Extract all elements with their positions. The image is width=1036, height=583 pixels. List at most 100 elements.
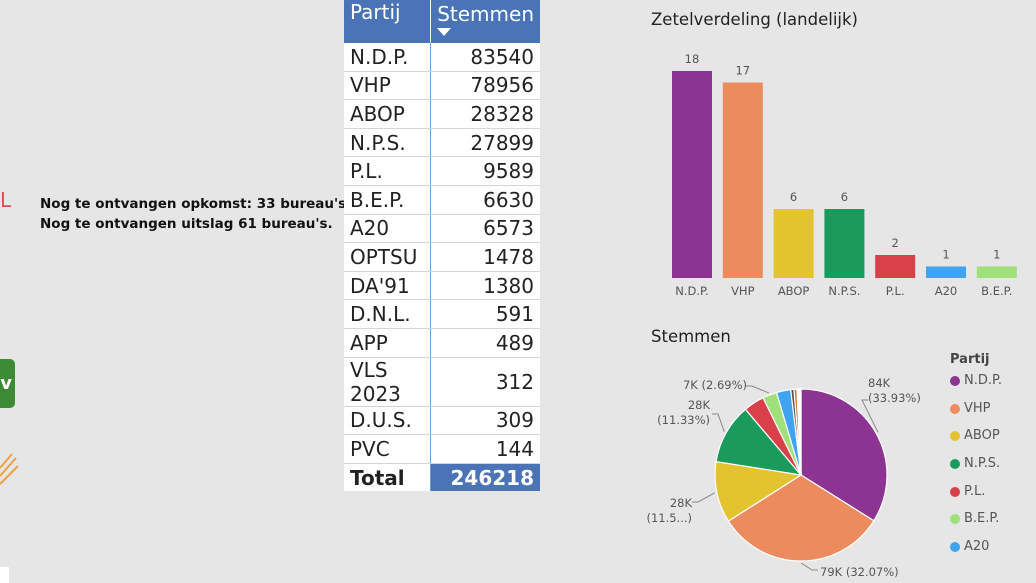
- votes-cell: 489: [430, 328, 540, 358]
- legend-label: B.E.P.: [964, 511, 1000, 527]
- legend-label: N.D.P.: [964, 373, 1002, 388]
- legend-item[interactable]: N.P.S.: [950, 456, 1002, 484]
- bar-category-label: A20: [935, 284, 958, 298]
- sort-descending-icon: [437, 28, 452, 36]
- bar[interactable]: [875, 255, 916, 278]
- votes-table: Partij Stemmen N.D.P. 83540 VHP 78956 ABOP 28…: [344, 0, 540, 492]
- table-row[interactable]: A20 6573: [344, 214, 540, 244]
- votes-cell: 6630: [430, 185, 540, 215]
- legend-item[interactable]: VHP: [950, 401, 1002, 429]
- slice-label-leader: [800, 562, 818, 571]
- green-button[interactable]: v: [0, 359, 15, 408]
- table-row[interactable]: DA'91 1380: [344, 271, 540, 301]
- pie-slice[interactable]: [714, 460, 803, 522]
- votes-cell: 28328: [430, 99, 540, 129]
- corner-block: [0, 567, 9, 583]
- party-cell: B.E.P.: [344, 185, 431, 215]
- votes-column-header[interactable]: Stemmen: [430, 0, 540, 43]
- legend-item[interactable]: N.D.P.: [950, 373, 1002, 401]
- legend-dot-icon: [950, 514, 960, 525]
- bar[interactable]: [773, 209, 814, 278]
- bar-value-label: 18: [685, 52, 700, 66]
- table-row[interactable]: P.L. 9589: [344, 156, 540, 186]
- table-row[interactable]: D.N.L. 591: [344, 299, 540, 329]
- votes-cell: 83540: [430, 43, 540, 72]
- votes-cell: 309: [430, 406, 540, 436]
- legend-dot-icon: [950, 376, 960, 386]
- bar[interactable]: [722, 82, 763, 279]
- slice-label: 28K: [688, 398, 711, 412]
- total-row: Total 246218: [344, 463, 540, 492]
- slice-label-leader: [861, 399, 879, 433]
- pie-legend: Partij N.D.P. VHP ABOP N.P.S. P.L. B.E.P. A20: [950, 352, 1002, 567]
- party-cell: DA'91: [344, 271, 431, 301]
- party-cell: P.L.: [344, 156, 431, 186]
- legend-title: Partij: [950, 352, 990, 367]
- legend-dot-icon: [950, 431, 960, 442]
- votes-cell: 27899: [430, 128, 540, 158]
- total-label: Total: [344, 463, 431, 492]
- table-row[interactable]: VLS 2023 312: [344, 357, 540, 407]
- bar-value-label: 6: [841, 190, 848, 204]
- table-row[interactable]: OPTSU 1478: [344, 242, 540, 272]
- party-cell: N.D.P.: [344, 43, 431, 72]
- bar-chart-title: Zetelverdeling (landelijk): [651, 10, 858, 29]
- legend-dot-icon: [950, 486, 960, 497]
- bar-value-label: 6: [790, 190, 797, 204]
- party-column-header[interactable]: Partij: [344, 0, 431, 43]
- table-row[interactable]: N.D.P. 83540: [344, 43, 540, 72]
- legend-item[interactable]: ABOP: [950, 428, 1002, 456]
- votes-cell: 1478: [430, 242, 540, 272]
- votes-pie-chart: 84K(33.93%)79K (32.07%)28K(11.5...)28K(1…: [646, 376, 921, 579]
- slice-label-leader: [712, 413, 725, 432]
- legend-label: P.L.: [964, 483, 986, 499]
- table-row[interactable]: B.E.P. 6630: [344, 185, 540, 215]
- bar-value-label: 17: [735, 64, 750, 78]
- table-row[interactable]: N.P.S. 27899: [344, 128, 540, 158]
- legend-label: N.P.S.: [964, 456, 1001, 472]
- slice-label-percent: (33.93%): [868, 391, 921, 405]
- bar[interactable]: [672, 71, 712, 278]
- table-row[interactable]: VHP 78956: [344, 71, 540, 101]
- partial-letter: L: [0, 188, 12, 212]
- slice-label: 79K (32.07%): [820, 565, 899, 579]
- votes-header-label: Stemmen: [437, 2, 534, 26]
- legend-label: ABOP: [964, 428, 1000, 444]
- bar[interactable]: [824, 209, 865, 278]
- bar-category-label: VHP: [731, 284, 755, 298]
- seat-bar-chart: 18 N.D.P. 17 VHP 6 ABOP 6 N.P.S. 2 P.L. 1 A20 1 B.E.P…: [672, 52, 1017, 298]
- table-row[interactable]: APP 489: [344, 328, 540, 358]
- total-value: 246218: [430, 463, 540, 492]
- votes-cell: 78956: [430, 71, 540, 101]
- table-row[interactable]: PVC 144: [344, 434, 540, 464]
- legend-item[interactable]: B.E.P.: [950, 511, 1002, 539]
- party-cell: PVC: [344, 434, 431, 464]
- party-cell: A20: [344, 214, 431, 244]
- pie-chart-title: Stemmen: [651, 327, 731, 346]
- stripes-decoration: [0, 453, 19, 485]
- pending-turnout-note: Nog te ontvangen opkomst: 33 bureau's.: [40, 196, 352, 212]
- party-cell: D.U.S.: [344, 406, 431, 436]
- bar[interactable]: [926, 266, 966, 279]
- votes-cell: 312: [430, 357, 540, 407]
- slice-label-leader: [746, 385, 770, 394]
- slice-label-percent: (11.5...): [646, 511, 692, 525]
- legend-item[interactable]: P.L.: [950, 484, 1002, 512]
- table-row[interactable]: ABOP 28328: [344, 99, 540, 129]
- bar-value-label: 2: [892, 236, 899, 250]
- pending-results-note: Nog te ontvangen uitslag 61 bureau's.: [40, 216, 333, 232]
- bar-category-label: P.L.: [886, 284, 905, 298]
- legend-label: A20: [964, 539, 990, 555]
- votes-cell: 144: [430, 434, 540, 464]
- party-cell: VLS 2023: [344, 357, 431, 407]
- slice-label: 28K: [670, 496, 693, 510]
- legend-label: VHP: [964, 400, 991, 416]
- legend-item[interactable]: A20: [950, 539, 1002, 567]
- pie-slice[interactable]: [727, 474, 875, 562]
- party-cell: N.P.S.: [344, 128, 431, 158]
- party-cell: OPTSU: [344, 242, 431, 272]
- bar[interactable]: [976, 266, 1017, 279]
- table-row[interactable]: D.U.S. 309: [344, 406, 540, 436]
- bar-category-label: N.D.P.: [675, 284, 709, 298]
- legend-dot-icon: [950, 542, 960, 553]
